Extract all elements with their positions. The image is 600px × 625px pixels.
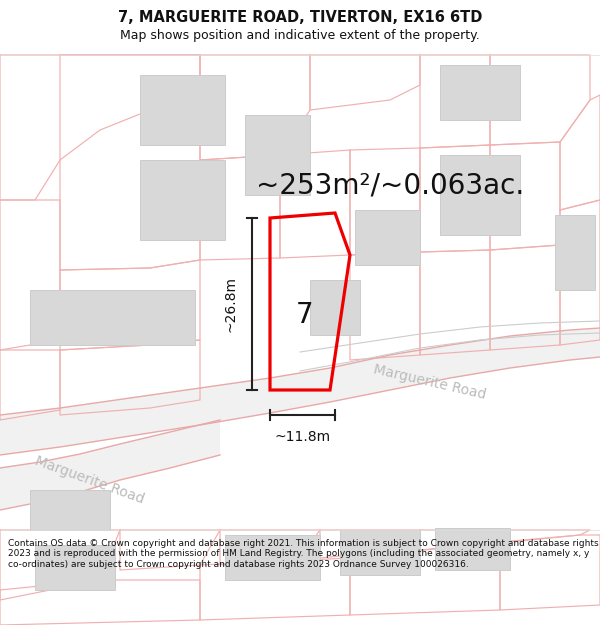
Text: Contains OS data © Crown copyright and database right 2021. This information is : Contains OS data © Crown copyright and d… [8,539,598,569]
Polygon shape [245,115,310,195]
Polygon shape [0,420,220,510]
Polygon shape [30,490,110,530]
Polygon shape [555,215,595,290]
Text: ~11.8m: ~11.8m [274,430,331,444]
Polygon shape [355,210,420,265]
Polygon shape [440,65,520,120]
Text: 7, MARGUERITE ROAD, TIVERTON, EX16 6TD: 7, MARGUERITE ROAD, TIVERTON, EX16 6TD [118,11,482,26]
Polygon shape [435,528,510,570]
Text: 7: 7 [296,301,314,329]
Polygon shape [140,160,225,240]
Polygon shape [140,75,225,145]
Polygon shape [340,530,420,575]
Text: Marguerite Road: Marguerite Road [34,454,146,506]
Text: Marguerite Road: Marguerite Road [372,362,488,402]
Polygon shape [30,290,195,345]
Text: ~253m²/~0.063ac.: ~253m²/~0.063ac. [256,171,524,199]
Text: ~26.8m: ~26.8m [223,276,237,332]
Polygon shape [440,155,520,235]
Polygon shape [35,545,115,590]
Text: Map shows position and indicative extent of the property.: Map shows position and indicative extent… [120,29,480,41]
Polygon shape [225,535,320,580]
Polygon shape [310,280,360,335]
Polygon shape [0,328,600,455]
